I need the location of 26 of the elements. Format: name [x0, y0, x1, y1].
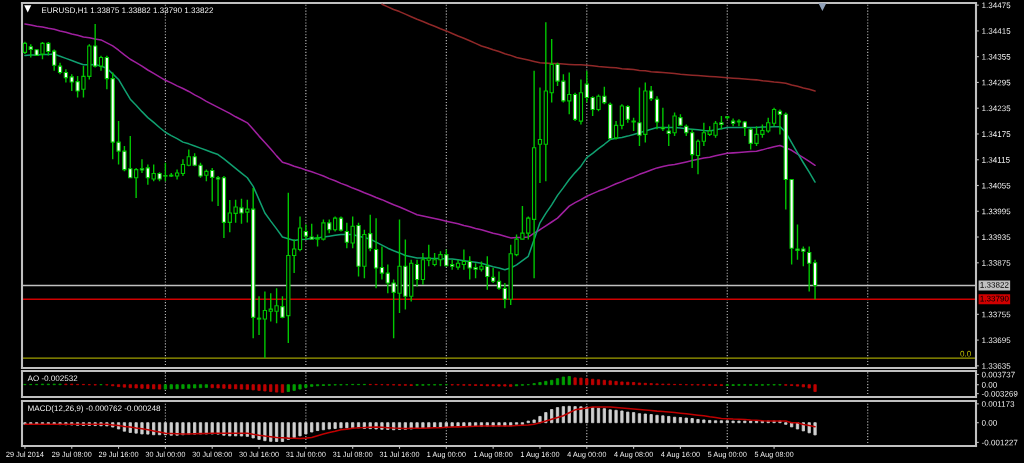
y-tick-label: 0.00 — [981, 381, 997, 388]
chart-title: MACD(12,26,9) -0.000762 -0.000248 — [28, 405, 161, 413]
y-tick-label: 1.33995 — [982, 208, 1011, 215]
y-tick-label: 0.001173 — [981, 401, 1015, 407]
y-tick-label: 1.33875 — [982, 260, 1011, 266]
chart-title: EURUSD,H1 1.33875 1.33882 1.33790 1.33822 — [42, 7, 214, 15]
y-tick-label: 1.33635 — [982, 363, 1011, 369]
y-tick-label: 1.33695 — [982, 337, 1011, 344]
y-tick-label: -0.003269 — [981, 390, 1018, 397]
ref-line-label: 1.33822 — [980, 282, 1009, 288]
y-tick-label: 1.33755 — [982, 311, 1011, 318]
chart-title: AO -0.002532 — [27, 375, 78, 382]
y-tick-label: 0.00 — [981, 419, 997, 426]
y-tick-label: -0.001227 — [981, 439, 1018, 446]
y-tick-label: 1.34235 — [982, 105, 1011, 112]
y-tick-label: 1.34355 — [982, 53, 1011, 60]
annotation: 0.0 — [960, 350, 971, 357]
y-tick-label: 0.003737 — [981, 371, 1015, 378]
y-tick-label: 1.34055 — [982, 182, 1011, 189]
y-tick-label: 1.34475 — [982, 2, 1011, 9]
y-tick-label: 1.33935 — [982, 234, 1011, 241]
y-tick-label: 1.34175 — [982, 131, 1011, 137]
ref-line-label: 1.33790 — [980, 295, 1009, 302]
y-tick-label: 1.34295 — [982, 79, 1011, 86]
y-tick-label: 1.34415 — [982, 28, 1011, 34]
y-tick-label: 1.34115 — [982, 157, 1010, 163]
